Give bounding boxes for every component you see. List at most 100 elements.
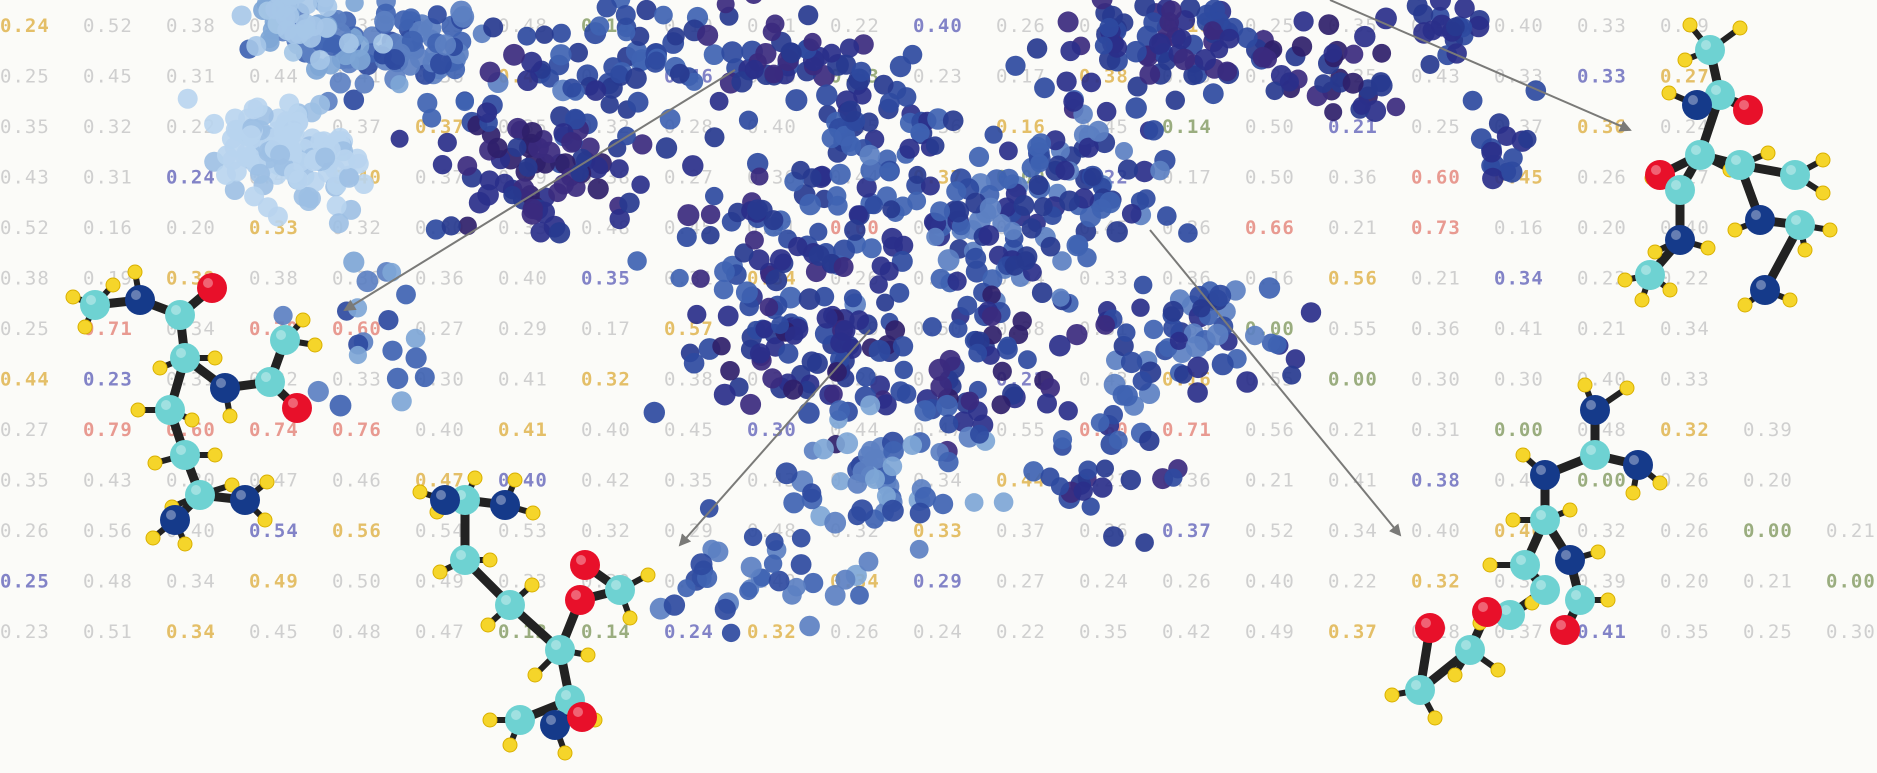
point xyxy=(1040,236,1061,257)
point xyxy=(396,284,416,305)
grid-value: 0.26 xyxy=(830,621,880,643)
point xyxy=(530,222,551,243)
point xyxy=(521,51,543,73)
grid-value: 0.41 xyxy=(1577,621,1627,643)
point xyxy=(1023,461,1044,482)
grid-value: 0.54 xyxy=(415,520,465,542)
grid-value: 0.36 xyxy=(1162,268,1212,290)
point xyxy=(1203,21,1222,41)
nitrogen-atom xyxy=(430,485,460,515)
point xyxy=(763,554,783,573)
point xyxy=(1056,71,1077,92)
point xyxy=(615,5,636,25)
grid-value: 0.31 xyxy=(1411,419,1461,441)
point xyxy=(405,347,427,369)
point xyxy=(1081,497,1100,516)
point xyxy=(735,281,758,304)
point xyxy=(822,43,841,63)
point xyxy=(1157,206,1177,226)
hydrogen-atom xyxy=(1625,485,1641,501)
point xyxy=(744,230,764,250)
grid-value: 0.32 xyxy=(581,369,631,391)
point xyxy=(947,200,970,223)
point xyxy=(1183,65,1203,86)
hydrogen-atom xyxy=(640,567,656,583)
pointer-arrow xyxy=(1149,229,1402,537)
point xyxy=(1420,55,1440,74)
point xyxy=(731,71,753,93)
hydrogen-atom xyxy=(1732,20,1748,36)
point xyxy=(1052,430,1073,450)
point xyxy=(1087,120,1109,142)
grid-value: 0.40 xyxy=(1245,571,1295,593)
point xyxy=(441,216,461,236)
grid-value: 0.57 xyxy=(664,318,714,340)
grid-value: 0.20 xyxy=(1577,217,1627,239)
grid-value: 0.27 xyxy=(415,318,465,340)
point xyxy=(1139,64,1161,85)
point xyxy=(799,193,821,216)
point xyxy=(855,366,876,387)
point xyxy=(1099,17,1119,38)
grid-value: 0.46 xyxy=(332,470,382,492)
point xyxy=(1178,223,1198,243)
grid-value: 0.36 xyxy=(1577,116,1627,138)
point xyxy=(747,199,768,221)
molecule-bottom-left xyxy=(412,470,656,761)
grid-value: 0.39 xyxy=(1577,571,1627,593)
point xyxy=(1285,349,1306,369)
grid-value: 0.42 xyxy=(581,470,631,492)
point xyxy=(518,157,538,177)
grid-value: 0.27 xyxy=(996,571,1046,593)
point xyxy=(843,289,863,308)
nitrogen-atom xyxy=(1623,450,1653,480)
point xyxy=(1120,469,1142,491)
point xyxy=(745,0,762,4)
grid-value: 0.20 xyxy=(1660,571,1710,593)
point xyxy=(998,336,1017,355)
point xyxy=(317,0,338,17)
point xyxy=(1034,77,1055,99)
hydrogen-atom xyxy=(1447,667,1463,683)
grid-value: 0.33 xyxy=(913,520,963,542)
hydrogen-atom xyxy=(147,455,163,471)
point xyxy=(1173,48,1195,71)
point xyxy=(310,50,330,70)
point xyxy=(1481,141,1503,163)
point xyxy=(930,376,952,398)
grid-value: 0.21 xyxy=(1743,571,1793,593)
point xyxy=(1164,468,1183,487)
hydrogen-atom xyxy=(259,474,275,490)
grid-value: 0.25 xyxy=(1743,621,1793,643)
hydrogen-atom xyxy=(1505,512,1521,528)
point xyxy=(1040,378,1060,398)
grid-value: 0.48 xyxy=(83,571,133,593)
grid-value: 0.36 xyxy=(415,268,465,290)
point xyxy=(548,222,571,244)
point xyxy=(265,0,286,20)
hydrogen-atom xyxy=(177,536,193,552)
point xyxy=(685,72,704,91)
point xyxy=(1018,350,1037,370)
point xyxy=(507,138,527,157)
point xyxy=(765,269,788,292)
point xyxy=(1021,218,1042,239)
hydrogen-atom xyxy=(507,472,523,488)
point xyxy=(1446,43,1467,64)
point xyxy=(909,539,929,559)
point xyxy=(1143,319,1164,340)
grid-value: 0.31 xyxy=(166,66,216,88)
oxygen-atom xyxy=(1733,95,1763,125)
point xyxy=(295,19,316,40)
grid-value: 0.52 xyxy=(1245,520,1295,542)
point xyxy=(965,247,987,269)
point xyxy=(329,394,352,417)
point xyxy=(1028,175,1049,195)
point xyxy=(813,438,834,460)
carbon-atom xyxy=(170,343,200,373)
point xyxy=(348,345,367,365)
point xyxy=(310,94,331,115)
point xyxy=(430,52,452,75)
point xyxy=(859,144,881,166)
point xyxy=(783,492,805,514)
